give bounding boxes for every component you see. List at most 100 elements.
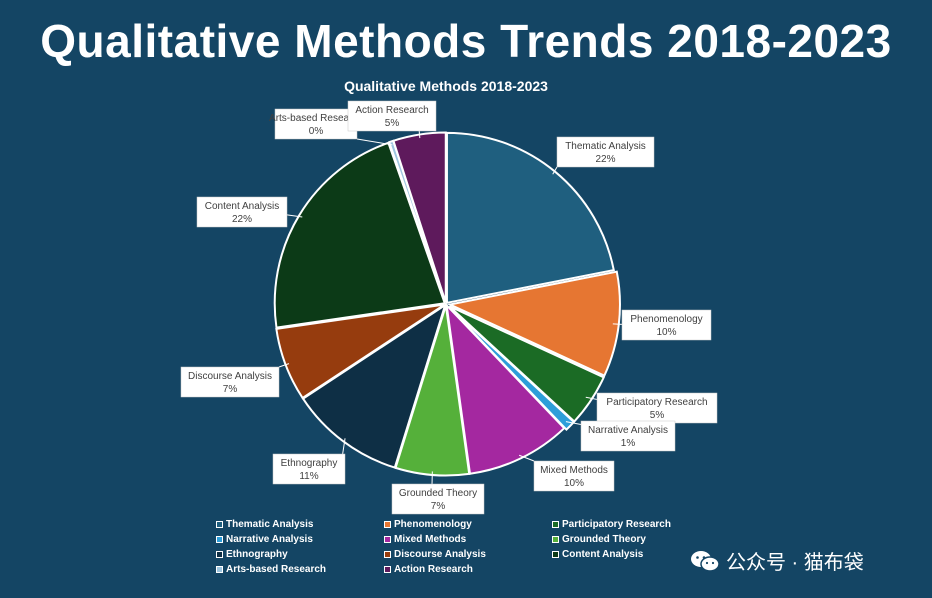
legend-label: Narrative Analysis [226,534,313,545]
pie-slices [273,131,621,477]
label-name: Action Research [355,105,428,116]
label-box [580,420,676,452]
leader-line-participatory [585,396,598,400]
legend-swatch [216,536,223,543]
legend-item-mixed: Mixed Methods [384,533,552,546]
label-box [556,136,655,168]
legend-label: Discourse Analysis [394,549,486,560]
legend-item-thematic: Thematic Analysis [216,518,384,531]
legend-item-arts: Arts-based Research [216,563,384,576]
data-label-arts: Arts-based Research 0% [269,108,363,140]
legend-swatch [552,551,559,558]
leader-line-arts [356,138,393,146]
label-percent: 0% [309,126,324,137]
legend-swatch [216,521,223,528]
label-percent: 11% [299,471,318,482]
legend-item-phenomenology: Phenomenology [384,518,552,531]
label-percent: 5% [650,410,665,421]
label-box [533,460,615,492]
legend-item-narrative: Narrative Analysis [216,533,384,546]
legend-label: Ethnography [226,549,288,560]
label-percent: 22% [595,154,615,165]
data-label-content: Content Analysis 22% [196,196,288,228]
label-name: Content Analysis [205,201,280,212]
pie-slice-narrative [448,306,576,432]
legend-item-action: Action Research [384,563,552,576]
label-percent: 22% [232,214,252,225]
page-title: Qualitative Methods Trends 2018-2023 [40,15,892,67]
chart-title: Qualitative Methods 2018-2023 [344,78,548,94]
label-name: Arts-based Research [269,113,363,124]
legend-swatch [552,521,559,528]
legend-swatch [216,566,223,573]
legend-item-ethnography: Ethnography [216,548,384,561]
label-name: Narrative Analysis [588,425,668,436]
label-percent: 1% [621,438,636,449]
data-label-participatory: Participatory Research 5% [596,392,718,424]
legend-label: Mixed Methods [394,534,467,545]
label-percent: 7% [431,501,446,512]
legend-label: Arts-based Research [226,564,327,575]
leader-line-action [418,130,421,139]
leader-line-content [286,214,303,218]
leader-line-discourse [278,363,290,368]
leader-line-thematic [552,166,558,175]
data-label-ethnography: Ethnography 11% [272,453,346,485]
label-box [274,108,358,140]
data-label-thematic: Thematic Analysis 22% [556,136,655,168]
label-name: Ethnography [281,458,338,469]
legend-swatch [384,536,391,543]
legend-label: Phenomenology [394,519,472,530]
watermark: 公众号 · 猫布袋 [690,546,864,575]
pie-slice-ethnography [301,302,447,469]
legend-item-content: Content Analysis [552,548,732,561]
legend-swatch [384,551,391,558]
label-percent: 5% [385,118,400,129]
data-label-action: Action Research 5% [347,100,437,132]
legend-item-grounded: Grounded Theory [552,533,732,546]
label-box [391,483,485,515]
pie-slice-mixed [445,302,566,475]
pie-slice-content [273,141,447,329]
label-box [596,392,718,424]
legend-label: Action Research [394,564,473,575]
data-label-narrative: Narrative Analysis 1% [580,420,676,452]
chart-legend: Thematic Analysis Phenomenology Participat… [216,518,736,576]
leader-line-narrative [565,421,582,425]
label-name: Thematic Analysis [565,141,646,152]
data-label-grounded: Grounded Theory 7% [391,483,485,515]
data-label-phenomenology: Phenomenology 10% [621,309,712,341]
legend-swatch [384,566,391,573]
label-name: Discourse Analysis [188,371,272,382]
label-name: Grounded Theory [399,488,477,499]
legend-label: Grounded Theory [562,534,646,545]
label-box [272,453,346,485]
label-name: Participatory Research [606,397,707,408]
legend-swatch [552,536,559,543]
legend-item-participatory: Participatory Research [552,518,732,531]
legend-swatch [216,551,223,558]
label-box [621,309,712,341]
watermark-text: 公众号 · 猫布袋 [726,552,864,574]
label-box [196,196,288,228]
leader-line-mixed [518,454,535,462]
data-labels: Thematic Analysis 22% Phenomenology 10% Part… [180,100,718,515]
legend-label: Thematic Analysis [226,519,314,530]
label-box [180,366,280,398]
leader-line-ethnography [342,438,346,455]
legend-label: Content Analysis [562,549,644,560]
label-name: Mixed Methods [540,465,608,476]
legend-label: Participatory Research [562,519,671,530]
pie-slice-thematic [445,131,615,305]
label-percent: 10% [656,327,676,338]
label-box [347,100,437,132]
data-label-discourse: Discourse Analysis 7% [180,366,280,398]
label-percent: 10% [564,478,584,489]
label-percent: 7% [223,384,238,395]
legend-swatch [384,521,391,528]
wechat-icon [691,550,720,572]
data-label-mixed: Mixed Methods 10% [533,460,615,492]
legend-item-discourse: Discourse Analysis [384,548,552,561]
label-name: Phenomenology [630,314,702,325]
